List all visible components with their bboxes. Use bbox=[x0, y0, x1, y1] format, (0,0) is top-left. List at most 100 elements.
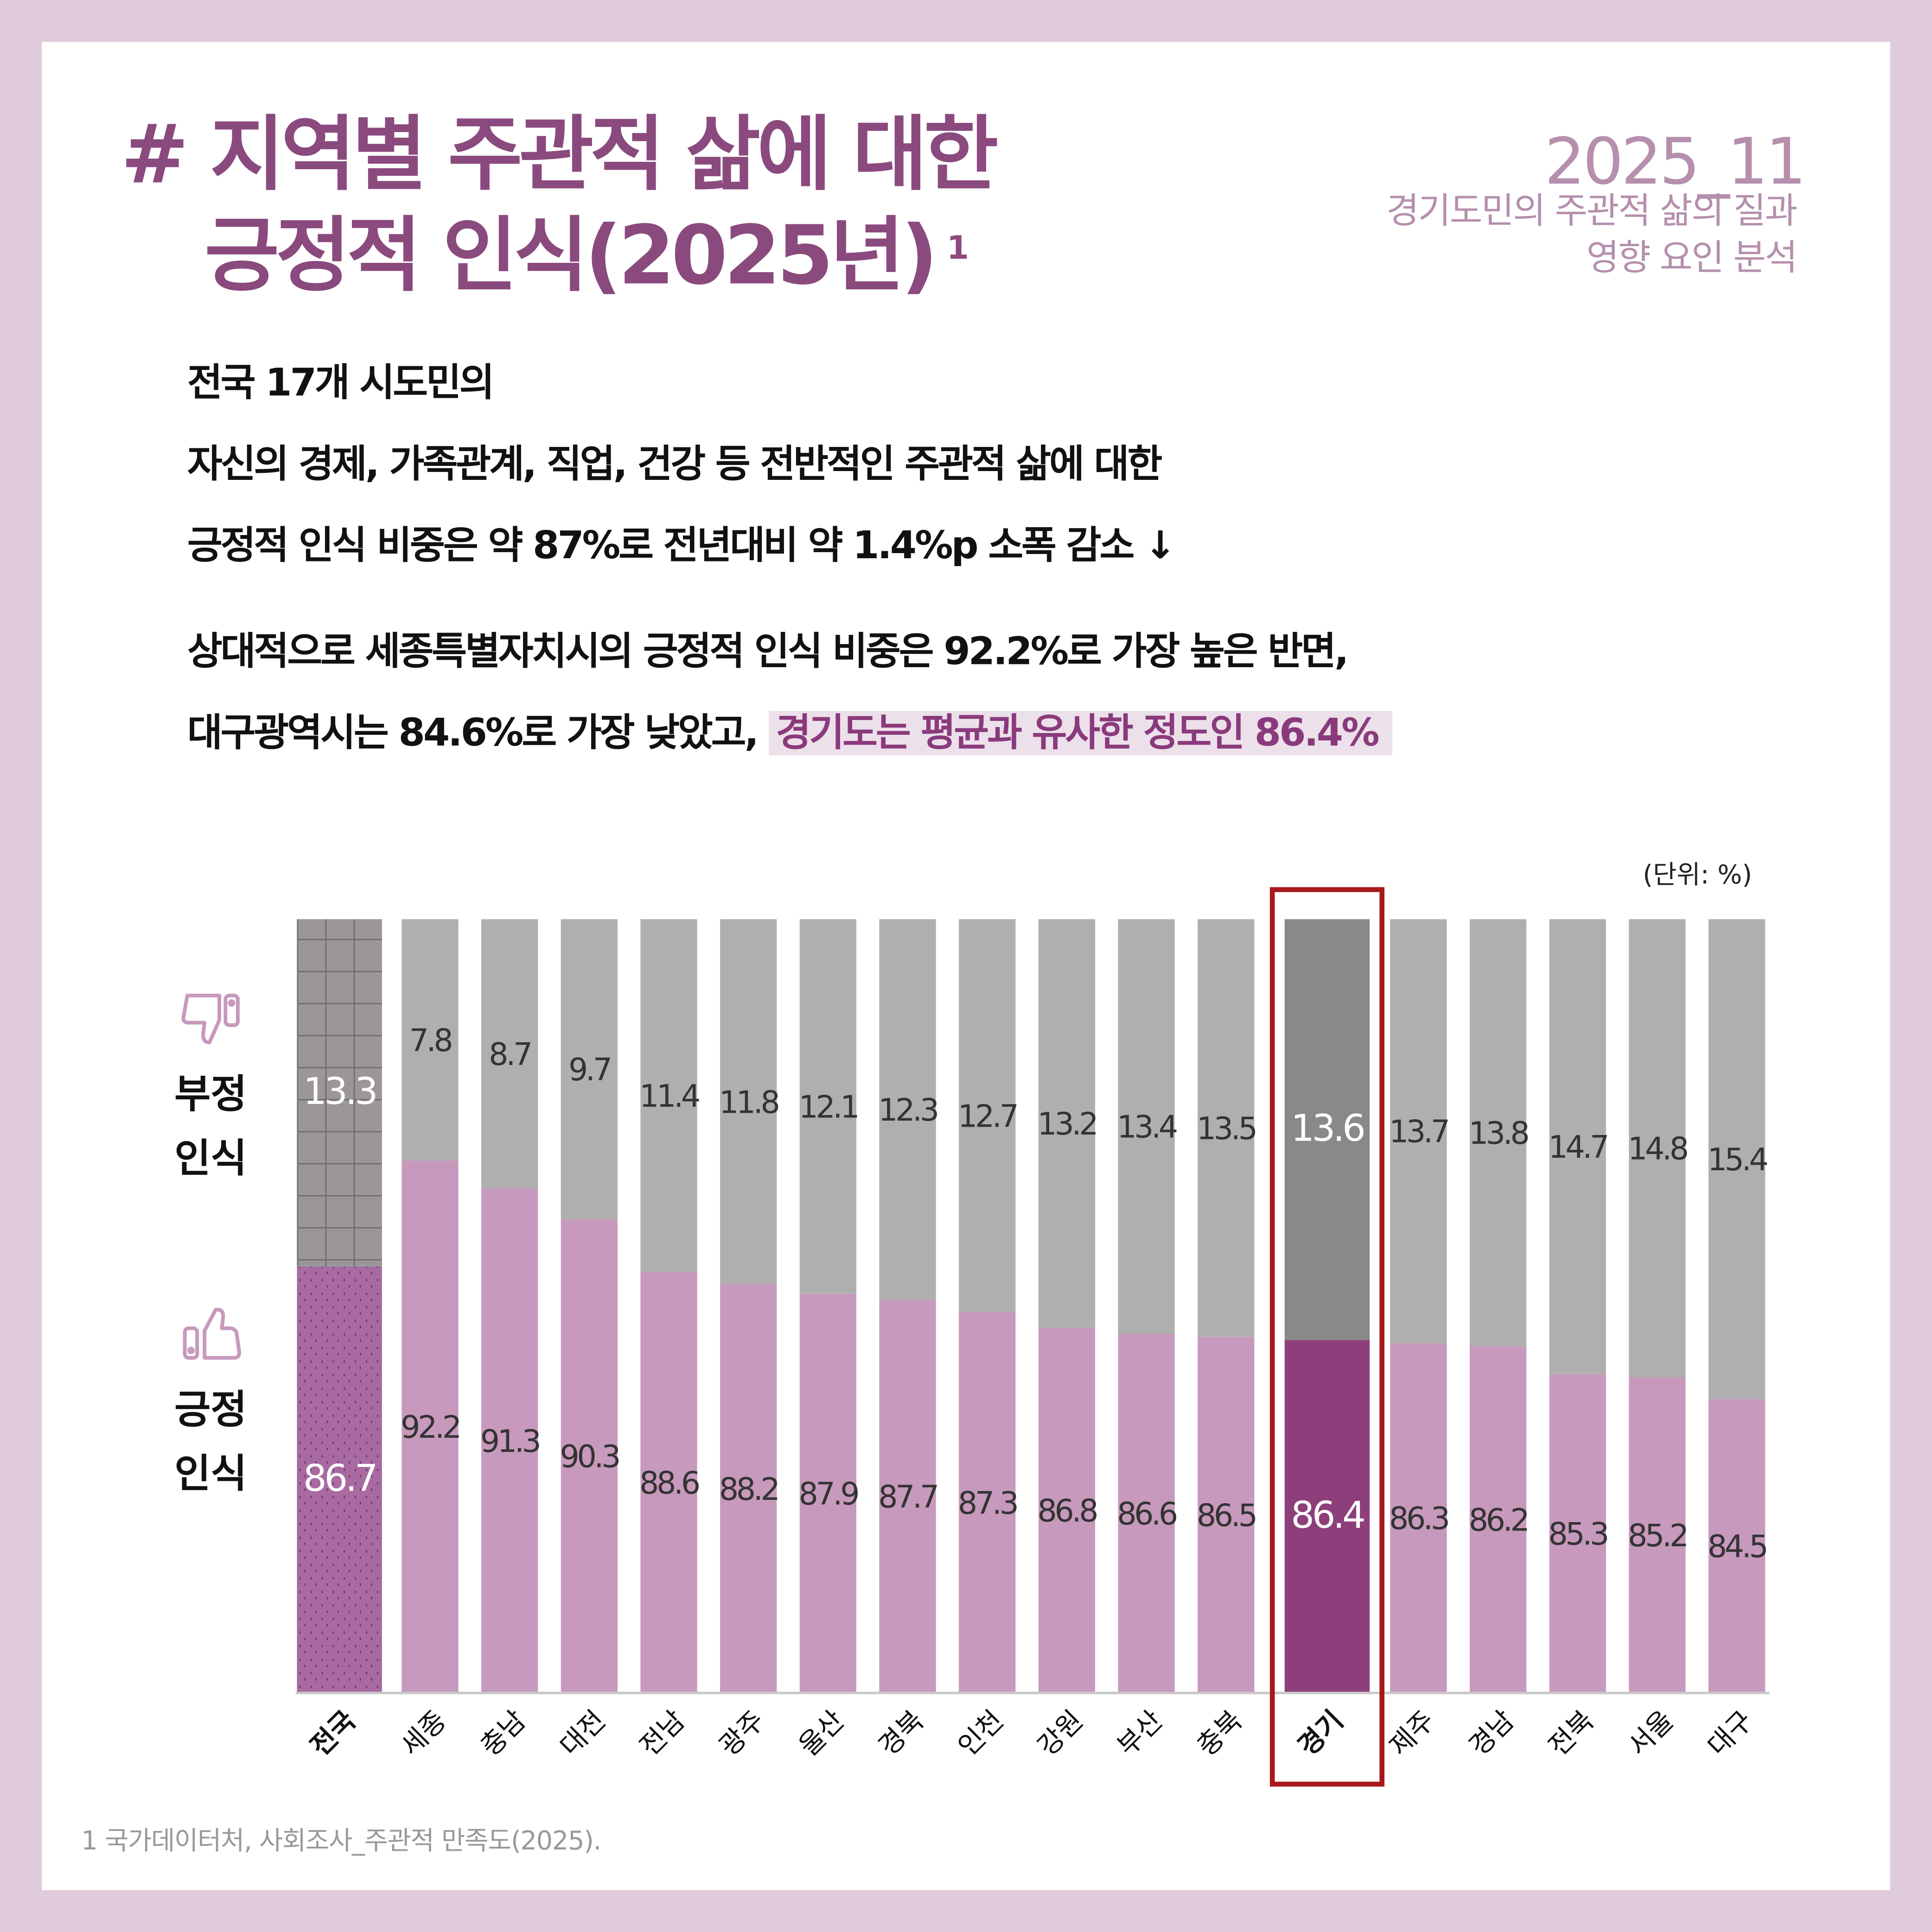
bar-positive-제주 bbox=[1390, 1343, 1447, 1693]
bar-positive-인천 bbox=[959, 1312, 1016, 1693]
x-tick-label: 부산 bbox=[1111, 1704, 1168, 1762]
page-title-line1: # 지역별 주관적 삶에 대한 bbox=[121, 107, 998, 202]
bar-negative-세종 bbox=[402, 919, 459, 1161]
thumbs-up-icon bbox=[180, 1306, 247, 1365]
bar-negative-대구 bbox=[1708, 919, 1766, 1399]
x-tick-label: 전북 bbox=[1542, 1704, 1600, 1762]
x-tick-label: 충북 bbox=[1191, 1704, 1248, 1762]
x-tick-label: 대전 bbox=[554, 1704, 612, 1762]
bar-negative-충북 bbox=[1198, 919, 1255, 1337]
bar-negative-부산 bbox=[1118, 919, 1175, 1334]
positive-value-label: 86.7 bbox=[303, 1457, 376, 1500]
bar-negative-전남 bbox=[640, 919, 697, 1272]
summary-paragraph-1: 전국 17개 시도민의 자신의 경제, 가족관계, 직업, 건강 등 전반적인 … bbox=[187, 343, 1176, 587]
x-tick-label: 전남 bbox=[633, 1704, 691, 1762]
negative-legend-label: 부정 인식 bbox=[155, 1062, 266, 1190]
positive-value-label: 87.3 bbox=[958, 1485, 1017, 1521]
bar-positive-경북 bbox=[879, 1300, 936, 1693]
positive-value-label: 88.2 bbox=[719, 1471, 778, 1507]
x-tick-label: 울산 bbox=[793, 1704, 850, 1762]
bar-positive-전남 bbox=[640, 1272, 697, 1693]
x-tick-label: 경기 bbox=[1292, 1704, 1349, 1762]
negative-value-label: 13.6 bbox=[1291, 1106, 1364, 1149]
negative-value-label: 11.4 bbox=[639, 1078, 699, 1114]
x-tick-label: 대구 bbox=[1702, 1704, 1759, 1762]
x-tick-label: 전국 bbox=[304, 1704, 362, 1762]
positive-value-label: 85.3 bbox=[1548, 1516, 1607, 1552]
bar-positive-경기 bbox=[1284, 1340, 1370, 1693]
negative-label-line1: 부정 bbox=[174, 1071, 247, 1118]
bar-negative-경남 bbox=[1469, 919, 1527, 1346]
bar-positive-대전 bbox=[561, 1219, 618, 1693]
content-panel: # 지역별 주관적 삶에 대한 긍정적 인식(2025년) 1 2025_11 경… bbox=[42, 42, 1890, 1890]
issue-number: 2025_11 bbox=[1544, 126, 1806, 200]
negative-value-label: 13.5 bbox=[1197, 1110, 1256, 1147]
bar-negative-대전 bbox=[561, 919, 618, 1220]
positive-value-label: 86.3 bbox=[1389, 1500, 1448, 1537]
x-tick-label: 경남 bbox=[1463, 1704, 1520, 1762]
positive-value-label: 85.2 bbox=[1628, 1518, 1687, 1554]
bar-negative-전국 bbox=[297, 919, 382, 1267]
negative-value-label: 8.7 bbox=[489, 1036, 530, 1072]
summary-paragraph-2: 상대적으로 세종특별자치시의 긍정적 인식 비중은 92.2%로 가장 높은 반… bbox=[187, 611, 1393, 774]
positive-value-label: 86.2 bbox=[1469, 1502, 1528, 1538]
bar-negative-광주 bbox=[720, 919, 777, 1285]
negative-value-label: 14.7 bbox=[1548, 1129, 1607, 1165]
bar-negative-서울 bbox=[1629, 919, 1686, 1377]
x-tick-label: 강원 bbox=[1032, 1704, 1089, 1762]
negative-value-label: 15.4 bbox=[1708, 1141, 1767, 1178]
summary-line: 긍정적 인식 비중은 약 87%로 전년대비 약 1.4%p 소폭 감소 ↓ bbox=[187, 523, 1176, 568]
stacked-bar-chart: 13.3 86.7 전국 7.8 92.2 세종 8.7 91.3 충남 9.7 90.3 대전 11.… bbox=[295, 887, 1770, 1787]
bar-positive-울산 bbox=[799, 1294, 856, 1693]
bar-positive-전북 bbox=[1549, 1374, 1606, 1693]
bar-positive-부산 bbox=[1118, 1334, 1175, 1693]
thumbs-down-icon bbox=[180, 991, 242, 1052]
summary-line: 상대적으로 세종특별자치시의 긍정적 인식 비중은 92.2%로 가장 높은 반… bbox=[187, 629, 1349, 674]
negative-value-label: 7.8 bbox=[409, 1022, 452, 1058]
bar-positive-충남 bbox=[481, 1188, 538, 1693]
positive-value-label: 91.3 bbox=[480, 1423, 539, 1459]
bar-positive-충북 bbox=[1198, 1337, 1255, 1693]
bar-negative-강원 bbox=[1038, 919, 1096, 1328]
positive-legend-label: 긍정 인식 bbox=[155, 1377, 266, 1505]
positive-value-label: 87.7 bbox=[878, 1479, 937, 1515]
positive-value-label: 86.8 bbox=[1038, 1492, 1097, 1529]
unit-label: (단위: %) bbox=[1643, 860, 1753, 890]
x-tick-label: 제주 bbox=[1383, 1704, 1441, 1762]
negative-value-label: 13.3 bbox=[303, 1070, 376, 1113]
positive-label-line1: 긍정 bbox=[174, 1386, 247, 1433]
positive-value-label: 86.5 bbox=[1197, 1498, 1256, 1534]
bar-positive-경남 bbox=[1469, 1346, 1527, 1693]
negative-label-line2: 인식 bbox=[174, 1135, 247, 1182]
highlighted-text: 경기도는 평균과 유사한 정도인 86.4% bbox=[768, 711, 1393, 756]
positive-value-label: 86.6 bbox=[1117, 1496, 1177, 1532]
x-tick-label: 세종 bbox=[395, 1704, 452, 1762]
x-tick-label: 경북 bbox=[872, 1704, 930, 1762]
negative-value-label: 12.7 bbox=[958, 1098, 1017, 1134]
page-title-line2: 긍정적 인식(2025년) 1 bbox=[204, 207, 969, 306]
title-text: 긍정적 인식(2025년) bbox=[204, 208, 938, 303]
negative-value-label: 12.3 bbox=[878, 1092, 937, 1128]
bar-positive-전국 bbox=[297, 1266, 382, 1693]
positive-value-label: 86.4 bbox=[1291, 1493, 1364, 1537]
bar-negative-충남 bbox=[481, 919, 538, 1189]
summary-line: 대구광역시는 84.6%로 가장 낮았고, 경기도는 평균과 유사한 정도인 8… bbox=[187, 693, 1393, 774]
bar-negative-전북 bbox=[1549, 919, 1606, 1374]
summary-line: 전국 17개 시도민의 bbox=[187, 361, 495, 406]
negative-value-label: 13.7 bbox=[1389, 1114, 1448, 1150]
highlight-box bbox=[1269, 887, 1385, 1787]
negative-value-label: 13.2 bbox=[1038, 1106, 1097, 1142]
report-title-line2: 영향 요인 분석 bbox=[1586, 236, 1798, 279]
positive-value-label: 84.5 bbox=[1708, 1528, 1766, 1564]
positive-label-line2: 인식 bbox=[174, 1450, 247, 1497]
x-tick-label: 인천 bbox=[952, 1704, 1009, 1762]
positive-value-label: 92.2 bbox=[401, 1409, 459, 1445]
summary-line: 자신의 경제, 가족관계, 직업, 건강 등 전반적인 주관적 삶에 대한 bbox=[187, 442, 1162, 487]
bar-positive-대구 bbox=[1708, 1399, 1766, 1693]
bar-negative-인천 bbox=[959, 919, 1016, 1313]
bar-positive-강원 bbox=[1038, 1327, 1096, 1693]
bar-negative-경기 bbox=[1284, 919, 1370, 1340]
bar-negative-제주 bbox=[1390, 919, 1447, 1344]
summary-text: 대구광역시는 84.6%로 가장 낮았고, bbox=[187, 711, 769, 756]
